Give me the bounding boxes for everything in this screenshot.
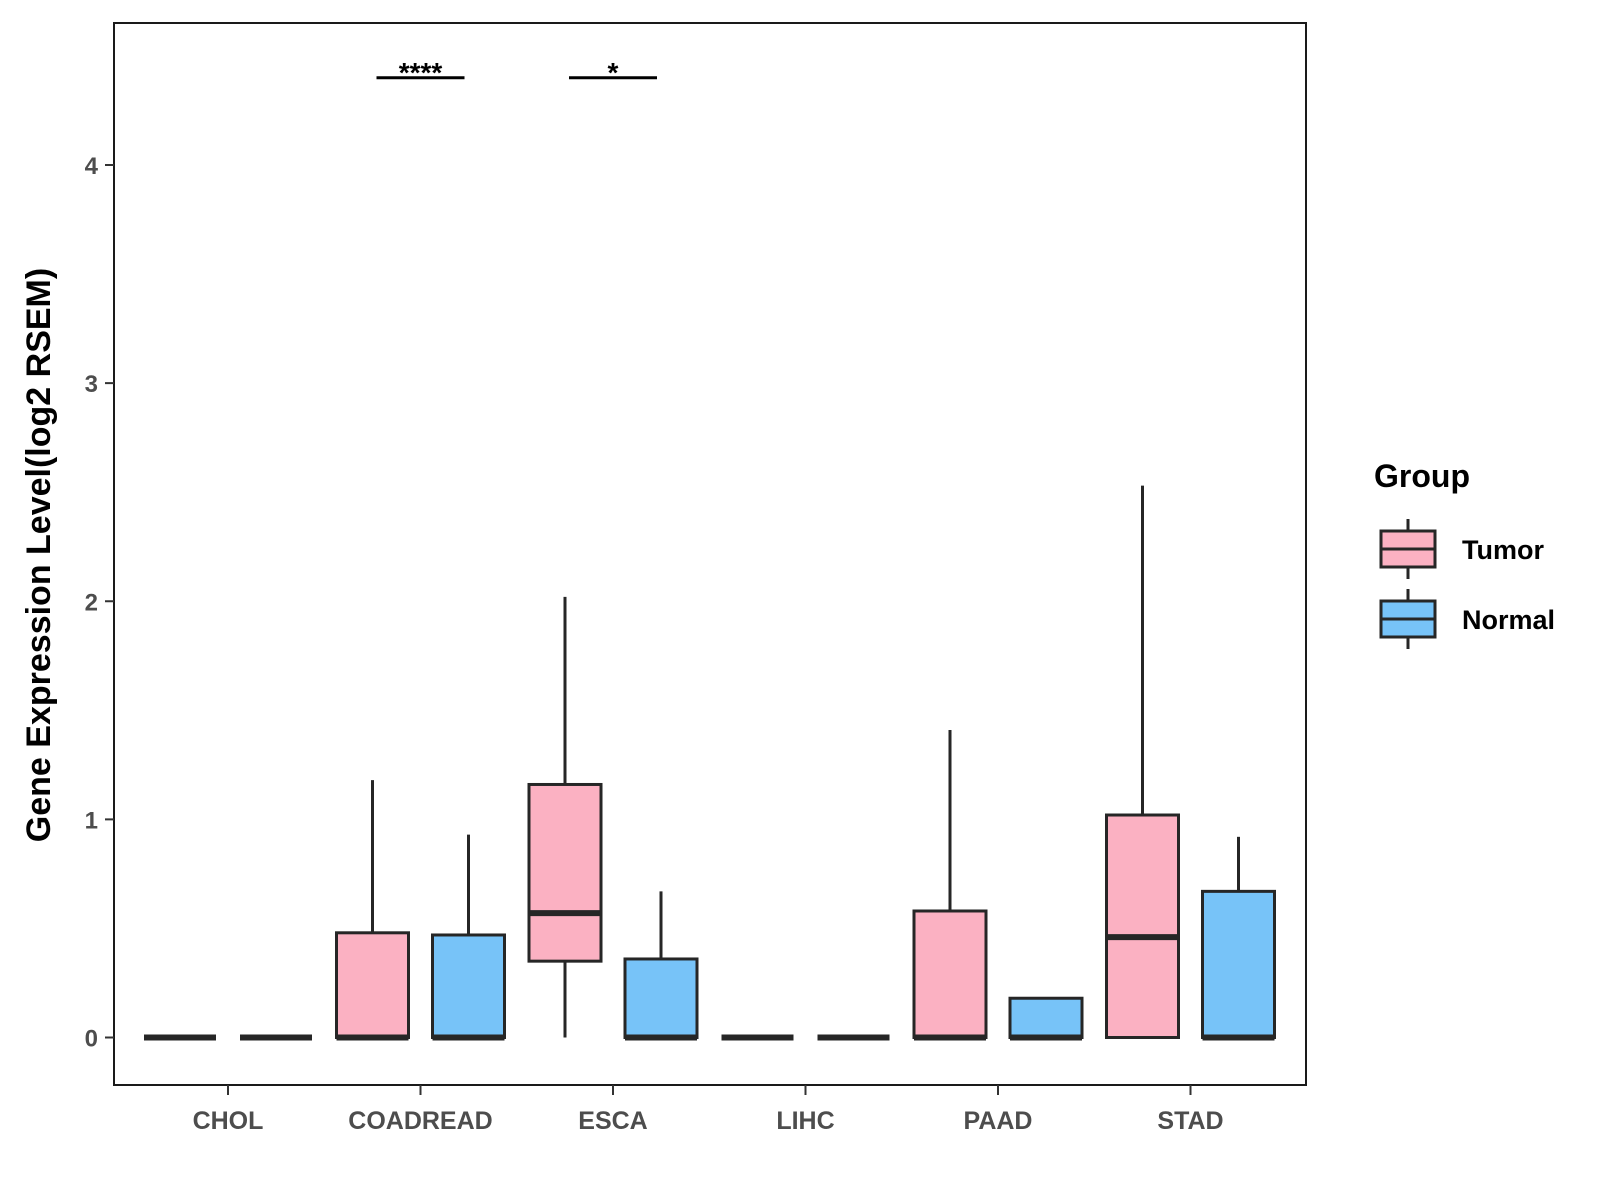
- box-normal-stad: [1201, 836, 1276, 1041]
- x-tick-label: STAD: [1157, 1107, 1223, 1135]
- box-normal-coadread: [431, 834, 506, 1041]
- y-tick-label: 4: [85, 153, 99, 180]
- significance-annotations: **** *: [376, 57, 657, 88]
- y-tick-label: 2: [85, 589, 98, 616]
- significance-label: ****: [399, 57, 443, 88]
- x-axis: CHOL COADREAD ESCA LIHC PAAD STAD: [193, 1085, 1224, 1135]
- x-tick-label: CHOL: [193, 1107, 264, 1135]
- x-tick-label: COADREAD: [348, 1107, 492, 1135]
- box-body: [623, 957, 699, 1039]
- y-axis: 0 1 2 3 4: [85, 153, 114, 1053]
- x-tick-label: LIHC: [776, 1107, 834, 1135]
- box-normal-paad: [1008, 996, 1084, 1041]
- box-tumor-coadread: [335, 780, 410, 1041]
- y-axis-title: Gene Expression Level(log2 RSEM): [20, 268, 58, 842]
- box-body: [1008, 996, 1084, 1039]
- box-series: [144, 485, 1276, 1041]
- legend-label: Tumor: [1462, 535, 1544, 565]
- box-normal-esca: [623, 891, 699, 1041]
- y-tick-label: 3: [85, 371, 98, 398]
- significance-label: *: [608, 57, 619, 88]
- x-tick-label: PAAD: [964, 1107, 1033, 1135]
- box-body: [527, 782, 603, 963]
- legend-label: Normal: [1462, 605, 1555, 635]
- box-body: [1105, 813, 1180, 1040]
- box-body: [1201, 889, 1276, 1040]
- box-tumor-paad: [912, 729, 988, 1041]
- legend-item-normal: Normal: [1379, 589, 1555, 649]
- legend: Group Tumor Normal: [1374, 458, 1555, 649]
- box-body: [431, 933, 506, 1040]
- box-body: [335, 931, 410, 1039]
- legend-item-tumor: Tumor: [1379, 519, 1544, 579]
- box-tumor-stad: [1105, 485, 1180, 1040]
- x-tick-label: ESCA: [578, 1107, 647, 1135]
- box-tumor-esca: [527, 596, 603, 1038]
- legend-title: Group: [1374, 458, 1470, 494]
- y-tick-label: 0: [85, 1026, 98, 1053]
- y-tick-label: 1: [85, 807, 98, 834]
- box-body: [912, 909, 988, 1039]
